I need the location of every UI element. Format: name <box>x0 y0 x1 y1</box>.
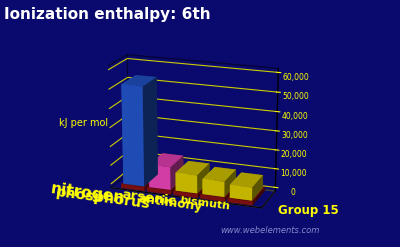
Text: www.webelements.com: www.webelements.com <box>220 226 319 235</box>
Text: Ionization enthalpy: 6th: Ionization enthalpy: 6th <box>4 7 211 22</box>
